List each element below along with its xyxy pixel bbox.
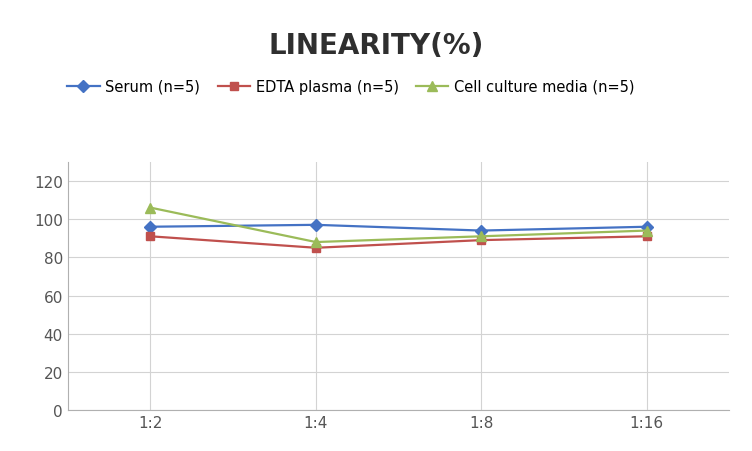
Legend: Serum (n=5), EDTA plasma (n=5), Cell culture media (n=5): Serum (n=5), EDTA plasma (n=5), Cell cul… (68, 79, 635, 94)
EDTA plasma (n=5) (642, 234, 651, 239)
Cell culture media (n=5) (311, 240, 320, 245)
Line: Serum (n=5): Serum (n=5) (146, 221, 651, 235)
Cell culture media (n=5) (477, 234, 486, 239)
Serum (n=5) (642, 225, 651, 230)
Cell culture media (n=5) (146, 206, 155, 211)
Cell culture media (n=5) (642, 228, 651, 234)
Serum (n=5) (146, 225, 155, 230)
EDTA plasma (n=5) (311, 245, 320, 251)
Text: LINEARITY(%): LINEARITY(%) (268, 32, 484, 60)
Line: Cell culture media (n=5): Cell culture media (n=5) (146, 203, 651, 247)
Line: EDTA plasma (n=5): EDTA plasma (n=5) (146, 233, 651, 253)
EDTA plasma (n=5) (477, 238, 486, 243)
Serum (n=5) (311, 223, 320, 228)
Serum (n=5) (477, 228, 486, 234)
EDTA plasma (n=5) (146, 234, 155, 239)
